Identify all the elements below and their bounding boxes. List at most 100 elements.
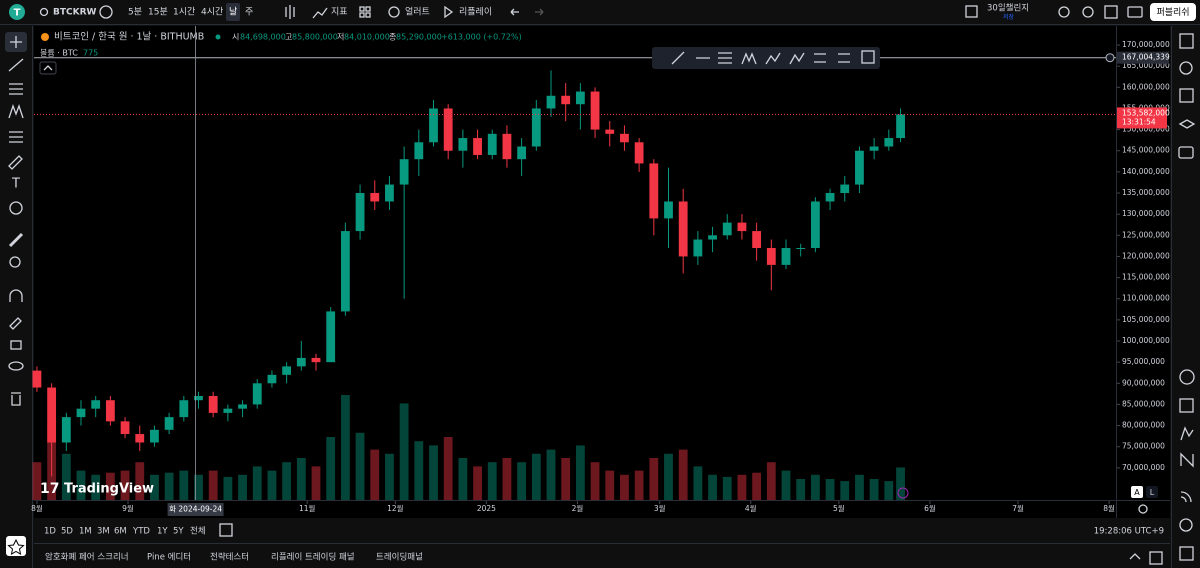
forecast-tool[interactable] <box>9 131 23 143</box>
volume-bar <box>693 466 703 500</box>
trash-tool[interactable] <box>11 392 21 406</box>
layout-icon <box>359 12 365 18</box>
log-scale-button[interactable] <box>1146 486 1158 498</box>
trendline-tool[interactable] <box>8 58 24 72</box>
favorites-button[interactable] <box>6 536 26 556</box>
x-tick-label: 2025 <box>477 504 496 513</box>
candle-body <box>267 374 277 384</box>
panel-tab[interactable]: 전략테스터 <box>210 552 249 563</box>
line-handle <box>1105 53 1115 63</box>
lock-tool[interactable] <box>10 340 22 350</box>
collapse-button[interactable] <box>39 61 57 75</box>
help-icon[interactable] <box>1179 518 1193 532</box>
watchlist-icon[interactable] <box>1179 33 1194 49</box>
ideas-icon[interactable] <box>1179 369 1195 385</box>
panel-tab[interactable]: 암호화폐 페어 스크리너 <box>45 552 129 563</box>
alerts[interactable]: 얼러트 <box>405 7 430 18</box>
last-price-label: 153,582,000 <box>1122 108 1170 117</box>
undo-icon[interactable] <box>510 8 519 16</box>
alert-icon <box>388 6 400 18</box>
ohlc-label: 종 <box>389 33 396 42</box>
volume-bar <box>61 453 71 500</box>
interval[interactable]: 5분 <box>128 7 142 18</box>
screener-icon[interactable] <box>1180 426 1194 441</box>
range-button[interactable]: 1D <box>44 527 56 537</box>
volume-label: 볼륨 · BTC <box>40 48 78 58</box>
ruler-tool[interactable] <box>8 232 24 248</box>
range-button[interactable]: 1Y <box>157 527 168 537</box>
symbol[interactable]: BTCKRW <box>53 8 97 18</box>
range-button[interactable]: 1M <box>79 527 92 537</box>
panel-tab[interactable]: Pine 에디터 <box>147 553 191 563</box>
avatar[interactable] <box>9 4 25 20</box>
chat-icon[interactable] <box>1178 146 1194 159</box>
candle-body <box>47 387 57 443</box>
alerts-icon[interactable] <box>1179 61 1193 75</box>
drawing-tool[interactable] <box>861 50 875 64</box>
quick-search-icon[interactable] <box>1058 6 1070 18</box>
snapshot-icon[interactable] <box>1127 6 1143 18</box>
notifications-icon[interactable] <box>1179 546 1194 561</box>
layers-icon[interactable] <box>1178 119 1196 129</box>
settings-icon[interactable] <box>1082 6 1094 18</box>
auto-scale-button[interactable] <box>1131 486 1143 498</box>
y-tick-label: 80,000,000 <box>1122 421 1165 430</box>
candle-type-icon[interactable] <box>285 5 295 19</box>
event-marker[interactable] <box>897 487 909 499</box>
panel-tab[interactable]: 트레이딩패널 <box>376 552 423 563</box>
trade-icon[interactable] <box>1180 452 1194 468</box>
panel-tab[interactable]: 리플레이 트레이딩 패널 <box>271 552 355 563</box>
interval[interactable]: 날 <box>229 7 237 18</box>
date-range-icon[interactable] <box>219 523 233 537</box>
range-button[interactable]: 3M <box>97 527 110 537</box>
range-button[interactable]: 전체 <box>190 526 206 537</box>
zoom-tool[interactable] <box>9 256 21 268</box>
crosshair-tool[interactable] <box>10 36 22 48</box>
interval[interactable]: 4시간 <box>201 7 223 18</box>
volume-bar <box>502 458 512 500</box>
candle-body <box>179 400 189 418</box>
y-tick-label: 135,000,000 <box>1122 188 1170 197</box>
emoji-tool[interactable] <box>9 201 23 215</box>
lock-draw-tool[interactable] <box>9 317 22 330</box>
x-tick-label: 12월 <box>387 503 404 513</box>
pattern-tool[interactable] <box>8 104 24 119</box>
y-tick-label: 120,000,000 <box>1122 251 1170 260</box>
interval[interactable]: 15분 <box>148 7 168 18</box>
text-tool[interactable]: T <box>11 177 20 192</box>
log-scale: L <box>1150 488 1155 497</box>
panel-maximize[interactable] <box>1149 551 1163 565</box>
challenge[interactable]: 30일챌린지 <box>987 3 1029 14</box>
range-button[interactable]: 5Y <box>173 527 184 537</box>
compare-icon[interactable] <box>99 5 113 19</box>
layout-icon <box>365 6 371 12</box>
fib-tool[interactable] <box>9 83 23 95</box>
ohlc-label: 고 <box>285 33 292 42</box>
brush-tool[interactable] <box>8 155 23 170</box>
scale-settings[interactable] <box>1138 504 1148 514</box>
range-button[interactable]: 5D <box>61 527 73 537</box>
range-button[interactable]: 6M <box>114 527 127 537</box>
interval[interactable]: 1시간 <box>173 7 195 18</box>
indicators[interactable]: 지표 <box>331 7 348 18</box>
drawing-tools[interactable] <box>671 51 850 65</box>
magnet-tool[interactable] <box>9 289 23 302</box>
interval[interactable]: 주 <box>245 7 253 18</box>
calendar-icon[interactable] <box>1179 398 1194 413</box>
redo-icon[interactable] <box>535 8 544 16</box>
layout-icon[interactable] <box>359 6 365 12</box>
panel-expand[interactable] <box>1129 553 1141 560</box>
range-button[interactable]: YTD <box>132 527 150 537</box>
volume-bar <box>649 458 659 500</box>
volume-bar <box>896 467 905 500</box>
news-icon[interactable] <box>1179 88 1194 103</box>
publish-button[interactable] <box>1150 3 1196 21</box>
save[interactable]: 저장 <box>1003 13 1015 21</box>
checkbox[interactable] <box>965 5 978 18</box>
stream-icon[interactable] <box>1180 491 1192 503</box>
crosshair-label: 화 2024-09-24 <box>169 505 222 514</box>
hide-tool[interactable] <box>8 361 24 371</box>
fullscreen-icon[interactable] <box>1104 5 1118 19</box>
replay[interactable]: 리플레이 <box>459 7 492 18</box>
y-tick-label: 165,000,000 <box>1122 61 1170 70</box>
